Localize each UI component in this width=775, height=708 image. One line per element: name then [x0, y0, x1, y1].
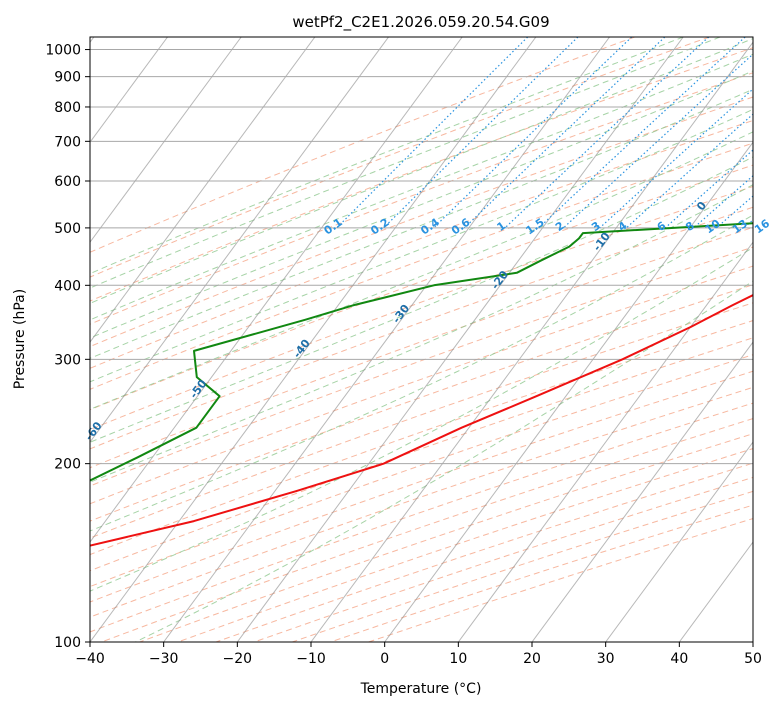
mixing-ratio-line: [336, 37, 529, 229]
y-tick-label: 500: [54, 221, 81, 237]
mixing-ratio-line: [599, 88, 753, 229]
isotherm: [605, 441, 753, 642]
axis-layer: −40 −30 −20 −10 0 10 20 30 40 50 100 200 300 400 500 60…: [45, 43, 762, 667]
y-tick-label: 600: [54, 174, 81, 190]
isotherm: [531, 341, 753, 642]
isotherm: [384, 141, 753, 642]
moist-adiabat: [90, 246, 753, 592]
dry-adiabat: [90, 284, 753, 522]
moist-adiabat: [90, 108, 753, 383]
x-tick-label: −40: [75, 651, 105, 667]
isotherm: [236, 37, 684, 642]
x-tick-label: 40: [670, 651, 688, 667]
isotherm: [90, 37, 316, 343]
x-tick-label: 20: [523, 651, 541, 667]
y-tick-label: 400: [54, 278, 81, 294]
series-layer: [90, 222, 753, 547]
mixing-ratio-line: [693, 174, 753, 229]
mixing-ratio-line: [563, 53, 753, 229]
y-tick-label: 300: [54, 352, 81, 368]
dry-adiabat: [90, 246, 753, 487]
x-tick-label: 10: [449, 651, 467, 667]
moist-adiabat: [90, 70, 753, 339]
y-tick-label: 700: [54, 134, 81, 150]
dry-adiabat: [90, 302, 753, 539]
moist-adiabat: [135, 280, 753, 642]
moist-adiabat: [90, 88, 753, 359]
plot-frame: [89, 36, 754, 643]
dry-adiabat: [90, 354, 753, 588]
isotherm: [310, 41, 753, 642]
x-tick-label: −20: [223, 651, 253, 667]
dry-adiabat: [90, 96, 753, 348]
dry-adiabat: [90, 47, 753, 302]
x-tick-label: −10: [296, 651, 326, 667]
isotherm: [457, 241, 753, 642]
dry-adiabat: [90, 119, 753, 369]
mixing-ratio-line: [504, 37, 710, 229]
x-tick-label: 0: [380, 651, 389, 667]
dewpoint-line: [90, 222, 753, 482]
isotherm: [90, 37, 537, 642]
moist-adiabat: [90, 131, 753, 410]
y-tick-label: 200: [54, 457, 81, 473]
grid-layer: [90, 37, 753, 642]
x-tick-label: 50: [744, 651, 762, 667]
x-axis-label: Temperature (°C): [360, 681, 482, 697]
isotherm: [90, 37, 168, 144]
moist-adiabat: [90, 214, 753, 532]
dry-adiabat: [90, 185, 753, 431]
moist-adiabat: [90, 184, 753, 483]
x-tick-label: 30: [597, 651, 615, 667]
y-tick-label: 900: [54, 70, 81, 86]
chart-title: wetPf2_C2E1.2026.059.20.54.G09: [292, 13, 549, 32]
moist-adiabat: [90, 37, 721, 289]
isotherm: [163, 37, 610, 642]
dry-adiabat: [90, 37, 710, 278]
y-tick-label: 800: [54, 100, 81, 116]
isotherm: [90, 37, 242, 244]
isotherm: [90, 37, 463, 543]
moist-adiabat: [90, 156, 753, 443]
y-axis-label: Pressure (hPa): [12, 289, 28, 389]
x-tick-label: −30: [149, 651, 179, 667]
moist-adiabat: [90, 37, 684, 275]
mixing-ratio-line: [433, 37, 633, 229]
y-tick-label: 1000: [45, 43, 81, 59]
dry-adiabat: [90, 386, 753, 618]
isotherm: [90, 37, 389, 443]
dry-adiabat: [90, 37, 635, 253]
y-tick-label: 100: [54, 635, 81, 651]
